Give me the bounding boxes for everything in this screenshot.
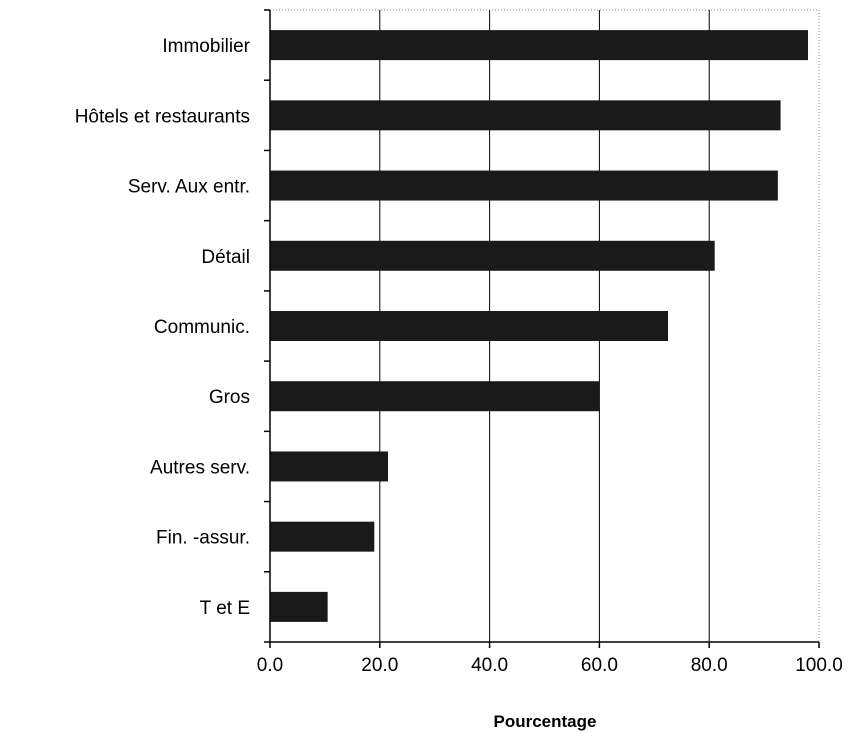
bar (270, 381, 600, 412)
x-tick-label: 40.0 (471, 655, 508, 676)
bar (270, 451, 389, 482)
bar (270, 30, 809, 61)
bars (270, 30, 809, 622)
x-axis-title: Pourcentage (494, 712, 597, 731)
axes (264, 9, 820, 648)
bar (270, 100, 781, 131)
bar (270, 311, 669, 341)
x-tick-label: 100.0 (795, 655, 843, 676)
x-tick-labels: 0.0 20.0 40.0 60.0 80.0 100.0 (257, 655, 843, 676)
bar (270, 591, 328, 622)
x-tick-label: 80.0 (691, 655, 728, 676)
x-tick-label: 60.0 (581, 655, 618, 676)
category-label: Hôtels et restaurants (75, 106, 250, 127)
category-labels: Immobilier Hôtels et restaurants Serv. Aux… (75, 36, 251, 619)
x-tick-label: 0.0 (257, 655, 283, 676)
category-label: Immobilier (162, 36, 250, 57)
category-label: Serv. Aux entr. (128, 177, 250, 198)
bar (270, 240, 715, 271)
bar (270, 170, 778, 201)
category-label: Détail (201, 247, 250, 268)
category-label: Fin. -assur. (156, 528, 250, 549)
category-label: Autres serv. (150, 457, 250, 478)
category-label: Communic. (154, 317, 250, 338)
x-tick-label: 20.0 (361, 655, 398, 676)
category-label: T et E (200, 598, 250, 619)
category-label: Gros (209, 387, 250, 408)
bar (270, 521, 375, 552)
